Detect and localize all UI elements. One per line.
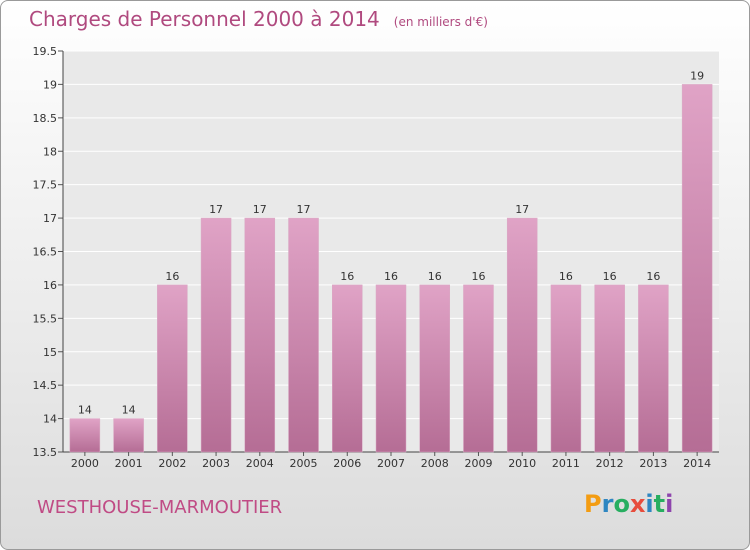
y-tick-label: 19 <box>43 78 57 91</box>
y-tick-label: 13.5 <box>33 446 58 459</box>
bar-value-label: 17 <box>209 203 223 216</box>
proxiti-logo: Proxiti <box>584 490 673 518</box>
y-tick-label: 18 <box>43 145 57 158</box>
bar <box>200 217 232 453</box>
x-tick-label: 2006 <box>333 457 361 470</box>
logo-letter: i <box>665 490 674 518</box>
x-tick-label: 2013 <box>639 457 667 470</box>
bar <box>681 84 713 453</box>
x-tick-label: 2009 <box>464 457 492 470</box>
y-tick-label: 15.5 <box>33 312 58 325</box>
y-tick-label: 14 <box>43 413 57 426</box>
town-name: WESTHOUSE-MARMOUTIER <box>37 497 283 518</box>
bar-value-label: 14 <box>122 404 136 417</box>
logo-letter: r <box>601 490 614 518</box>
y-tick-label: 15 <box>43 346 57 359</box>
bar-value-label: 16 <box>471 270 485 283</box>
x-tick-label: 2012 <box>596 457 624 470</box>
bar <box>244 217 276 453</box>
bar <box>463 284 494 453</box>
bar-value-label: 16 <box>559 270 573 283</box>
bar <box>69 418 101 453</box>
bar-value-label: 17 <box>515 203 529 216</box>
chart-title: Charges de Personnel 2000 à 2014 (en mill… <box>29 7 488 31</box>
bar-value-label: 16 <box>384 270 398 283</box>
bar-value-label: 16 <box>165 270 179 283</box>
bar <box>157 284 188 453</box>
x-tick-label: 2008 <box>421 457 449 470</box>
y-tick-label: 16 <box>43 279 57 292</box>
bar-value-label: 14 <box>78 404 92 417</box>
bar-value-label: 17 <box>253 203 267 216</box>
chart-title-text: Charges de Personnel 2000 à 2014 <box>29 7 380 31</box>
bar <box>638 284 669 453</box>
logo-letter: x <box>629 490 646 518</box>
logo-letter: P <box>584 490 602 518</box>
y-tick-label: 19.5 <box>33 45 58 58</box>
bar <box>594 284 625 453</box>
x-tick-label: 2003 <box>202 457 230 470</box>
bar <box>288 217 319 453</box>
x-tick-label: 2010 <box>508 457 536 470</box>
x-tick-label: 2011 <box>552 457 580 470</box>
bar <box>332 284 363 453</box>
y-tick-label: 14.5 <box>33 379 58 392</box>
bar-value-label: 16 <box>428 270 442 283</box>
bar <box>419 284 450 453</box>
x-tick-label: 2005 <box>290 457 318 470</box>
bar-value-label: 16 <box>340 270 354 283</box>
x-tick-label: 2002 <box>158 457 186 470</box>
bar <box>375 284 407 453</box>
y-tick-label: 17 <box>43 212 57 225</box>
x-tick-label: 2000 <box>71 457 99 470</box>
bar-value-label: 19 <box>690 69 704 82</box>
bar <box>506 217 538 453</box>
chart-subtitle: (en milliers d'€) <box>393 15 488 29</box>
bar-value-label: 17 <box>297 203 311 216</box>
x-tick-label: 2014 <box>683 457 711 470</box>
x-tick-label: 2004 <box>246 457 274 470</box>
x-tick-label: 2001 <box>115 457 143 470</box>
bar <box>113 418 144 453</box>
logo-letter: o <box>613 490 630 518</box>
y-tick-label: 17.5 <box>33 179 58 192</box>
bar-value-label: 16 <box>646 270 660 283</box>
x-tick-label: 2007 <box>377 457 405 470</box>
logo-letter: i <box>645 490 654 518</box>
y-tick-label: 18.5 <box>33 112 58 125</box>
logo-letter: t <box>653 490 666 518</box>
y-tick-label: 16.5 <box>33 246 58 259</box>
bar-value-label: 16 <box>603 270 617 283</box>
bar <box>550 284 582 453</box>
